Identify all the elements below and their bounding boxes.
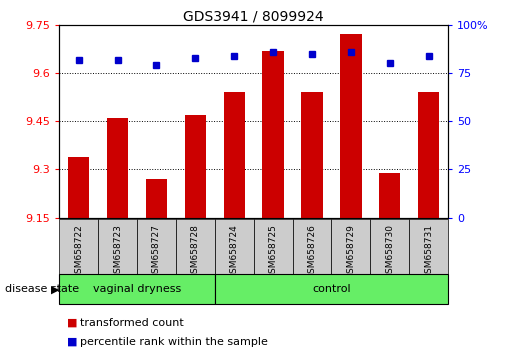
Bar [59, 274, 215, 304]
Bar [59, 219, 98, 274]
Bar [301, 92, 323, 218]
Text: GSM658724: GSM658724 [230, 224, 238, 279]
Text: GSM658726: GSM658726 [307, 224, 316, 279]
Bar [176, 219, 215, 274]
Text: ■: ■ [67, 318, 77, 328]
Text: vaginal dryness: vaginal dryness [93, 284, 181, 295]
Bar [215, 274, 448, 304]
Bar [418, 92, 439, 218]
Text: GSM658727: GSM658727 [152, 224, 161, 279]
Bar [146, 179, 167, 218]
Bar [332, 219, 370, 274]
Bar [262, 51, 284, 218]
Title: GDS3941 / 8099924: GDS3941 / 8099924 [183, 10, 324, 24]
Bar [68, 156, 90, 218]
Text: ■: ■ [67, 337, 77, 347]
Bar [340, 34, 362, 218]
Text: transformed count: transformed count [80, 318, 183, 328]
Bar [409, 219, 448, 274]
Bar [370, 219, 409, 274]
Bar [215, 219, 253, 274]
Bar [98, 219, 137, 274]
Bar [224, 92, 245, 218]
Bar [184, 115, 206, 218]
Text: GSM658722: GSM658722 [74, 224, 83, 279]
Text: disease state: disease state [5, 284, 79, 295]
Text: GSM658729: GSM658729 [347, 224, 355, 279]
Text: GSM658723: GSM658723 [113, 224, 122, 279]
Bar [107, 118, 128, 218]
Text: control: control [312, 284, 351, 295]
Text: ▶: ▶ [52, 284, 60, 295]
Text: percentile rank within the sample: percentile rank within the sample [80, 337, 268, 347]
Bar [137, 219, 176, 274]
Text: GSM658730: GSM658730 [385, 224, 394, 279]
Bar [379, 173, 401, 218]
Bar [293, 219, 332, 274]
Text: GSM658731: GSM658731 [424, 224, 433, 279]
Text: GSM658725: GSM658725 [269, 224, 278, 279]
Text: GSM658728: GSM658728 [191, 224, 200, 279]
Bar [253, 219, 293, 274]
